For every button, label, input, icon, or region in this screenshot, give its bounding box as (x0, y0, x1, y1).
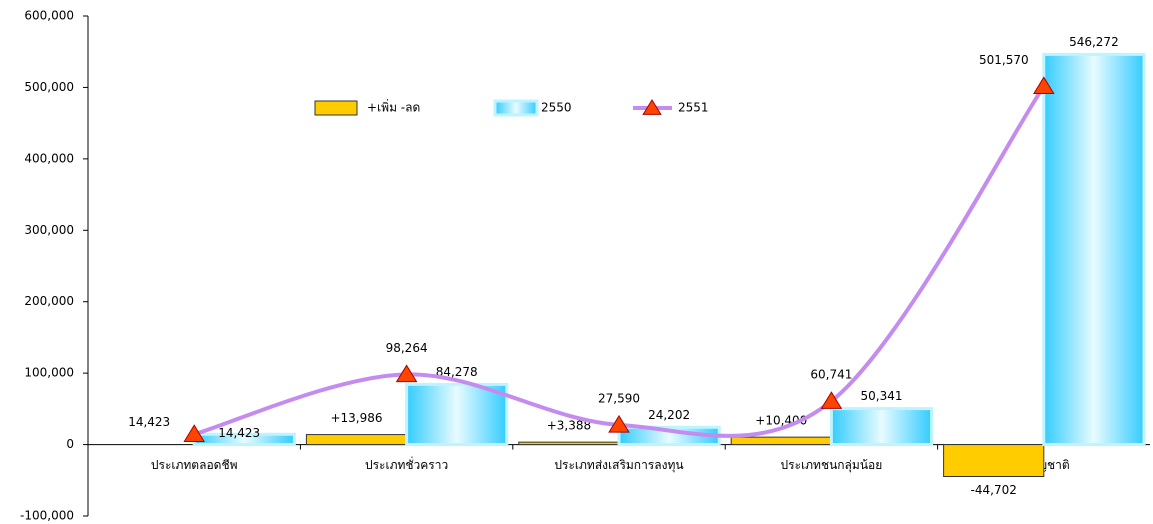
bar (405, 382, 509, 447)
data-label: 14,423 (128, 415, 170, 429)
x-tick-label: ประเภทชั่วคราว (365, 456, 448, 472)
y-tick-label: 0 (66, 437, 74, 451)
data-label: +13,986 (330, 411, 382, 425)
marker (1033, 76, 1055, 95)
marker (183, 424, 205, 442)
marker (608, 414, 630, 433)
line (193, 85, 1046, 438)
bar (730, 436, 832, 446)
data-label: 501,570 (979, 53, 1029, 67)
data-label: -44,702 (971, 483, 1017, 497)
data-label: 24,202 (648, 408, 690, 422)
x-tick-label: ประเภทตลอดชีพ (151, 458, 238, 472)
data-label: +3,388 (547, 419, 591, 433)
y-tick-label: 600,000 (24, 9, 74, 23)
bar (305, 434, 408, 446)
legend-swatch (642, 99, 662, 115)
y-tick-label: 500,000 (24, 80, 74, 94)
y-tick-label: -100,000 (20, 509, 74, 523)
bar (518, 441, 620, 446)
legend-label: 2551 (678, 101, 709, 115)
bar (943, 444, 1045, 478)
data-label: 14,423 (218, 426, 260, 440)
data-label: 60,741 (810, 368, 852, 382)
legend-swatch (493, 99, 539, 117)
marker (820, 391, 843, 409)
x-tick-label: ประเภทส่งเสริมการลงทุน (554, 458, 683, 473)
y-tick-label: 200,000 (24, 294, 74, 308)
legend-label: +เพิ่ม -ลด (367, 99, 420, 115)
bar (1042, 52, 1146, 447)
legend-swatch (314, 100, 358, 116)
data-label: 546,272 (1069, 35, 1119, 49)
y-tick-label: 400,000 (24, 151, 74, 165)
x-tick-label: ประเภทชนกลุ่มน้อย (781, 458, 883, 473)
data-label: 27,590 (598, 391, 640, 405)
data-label: 50,341 (861, 389, 903, 403)
data-label: 98,264 (386, 341, 428, 355)
marker (395, 364, 418, 383)
legend-label: 2550 (541, 101, 572, 115)
data-label: 84,278 (436, 365, 478, 379)
y-tick-label: 100,000 (24, 366, 74, 380)
y-tick-label: 300,000 (24, 223, 74, 237)
bar (829, 407, 934, 447)
